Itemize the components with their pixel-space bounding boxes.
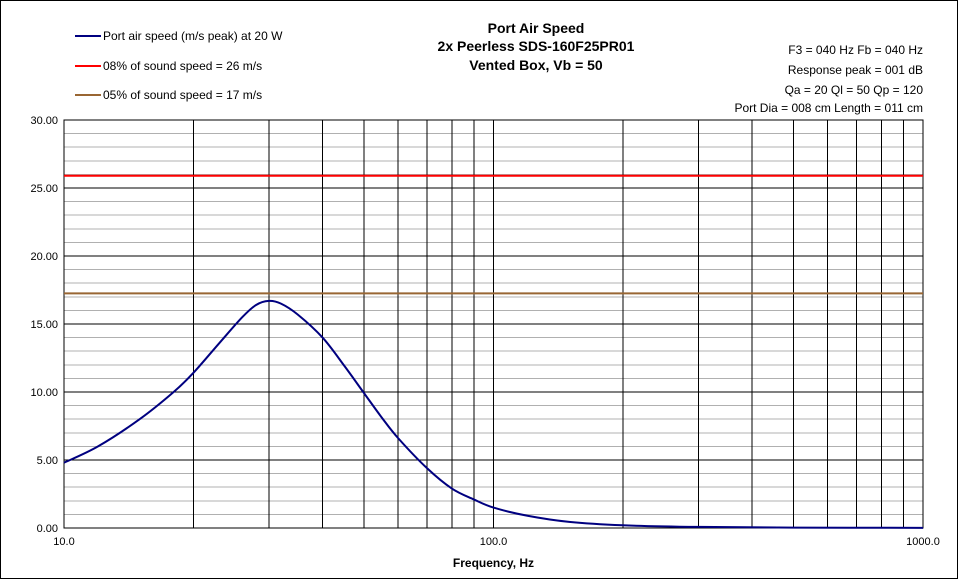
info-f3: F3 = 040 Hz Fb = 040 Hz <box>788 43 923 57</box>
y-tick-label: 20.00 <box>30 251 58 263</box>
x-axis-label: Frequency, Hz <box>453 556 534 570</box>
legend-label: 05% of sound speed = 17 m/s <box>103 88 263 102</box>
info-port: Port Dia = 008 cm Length = 011 cm <box>734 101 923 115</box>
legend-item-8pct: 08% of sound speed = 26 m/s <box>75 59 262 73</box>
series-line <box>63 299 924 529</box>
y-tick-label: 25.00 <box>30 183 58 195</box>
y-tick-label: 5.00 <box>37 455 58 467</box>
chart-subtitle-2: Vented Box, Vb = 50 <box>469 57 603 73</box>
y-tick-label: 15.00 <box>30 319 58 331</box>
plot-border <box>63 119 924 529</box>
legend-item-port-speed: Port air speed (m/s peak) at 20 W <box>75 29 282 43</box>
info-peak: Response peak = 001 dB <box>787 63 923 77</box>
legend-label: Port air speed (m/s peak) at 20 W <box>103 29 283 43</box>
x-tick-label: 10.0 <box>53 536 74 548</box>
chart-title: Port Air Speed <box>487 20 585 36</box>
chart-subtitle: 2x Peerless SDS-160F25PR01 <box>437 38 635 54</box>
legend-item-5pct: 05% of sound speed = 17 m/s <box>75 88 262 102</box>
legend-label: 08% of sound speed = 26 m/s <box>103 59 263 73</box>
y-tick-label: 0.00 <box>37 523 58 535</box>
y-tick-label: 10.00 <box>30 387 58 399</box>
info-q: Qa = 20 Ql = 50 Qp = 120 <box>784 83 923 97</box>
y-tick-label: 30.00 <box>30 115 58 127</box>
x-tick-label: 100.0 <box>480 536 508 548</box>
x-tick-label: 1000.0 <box>906 536 940 548</box>
